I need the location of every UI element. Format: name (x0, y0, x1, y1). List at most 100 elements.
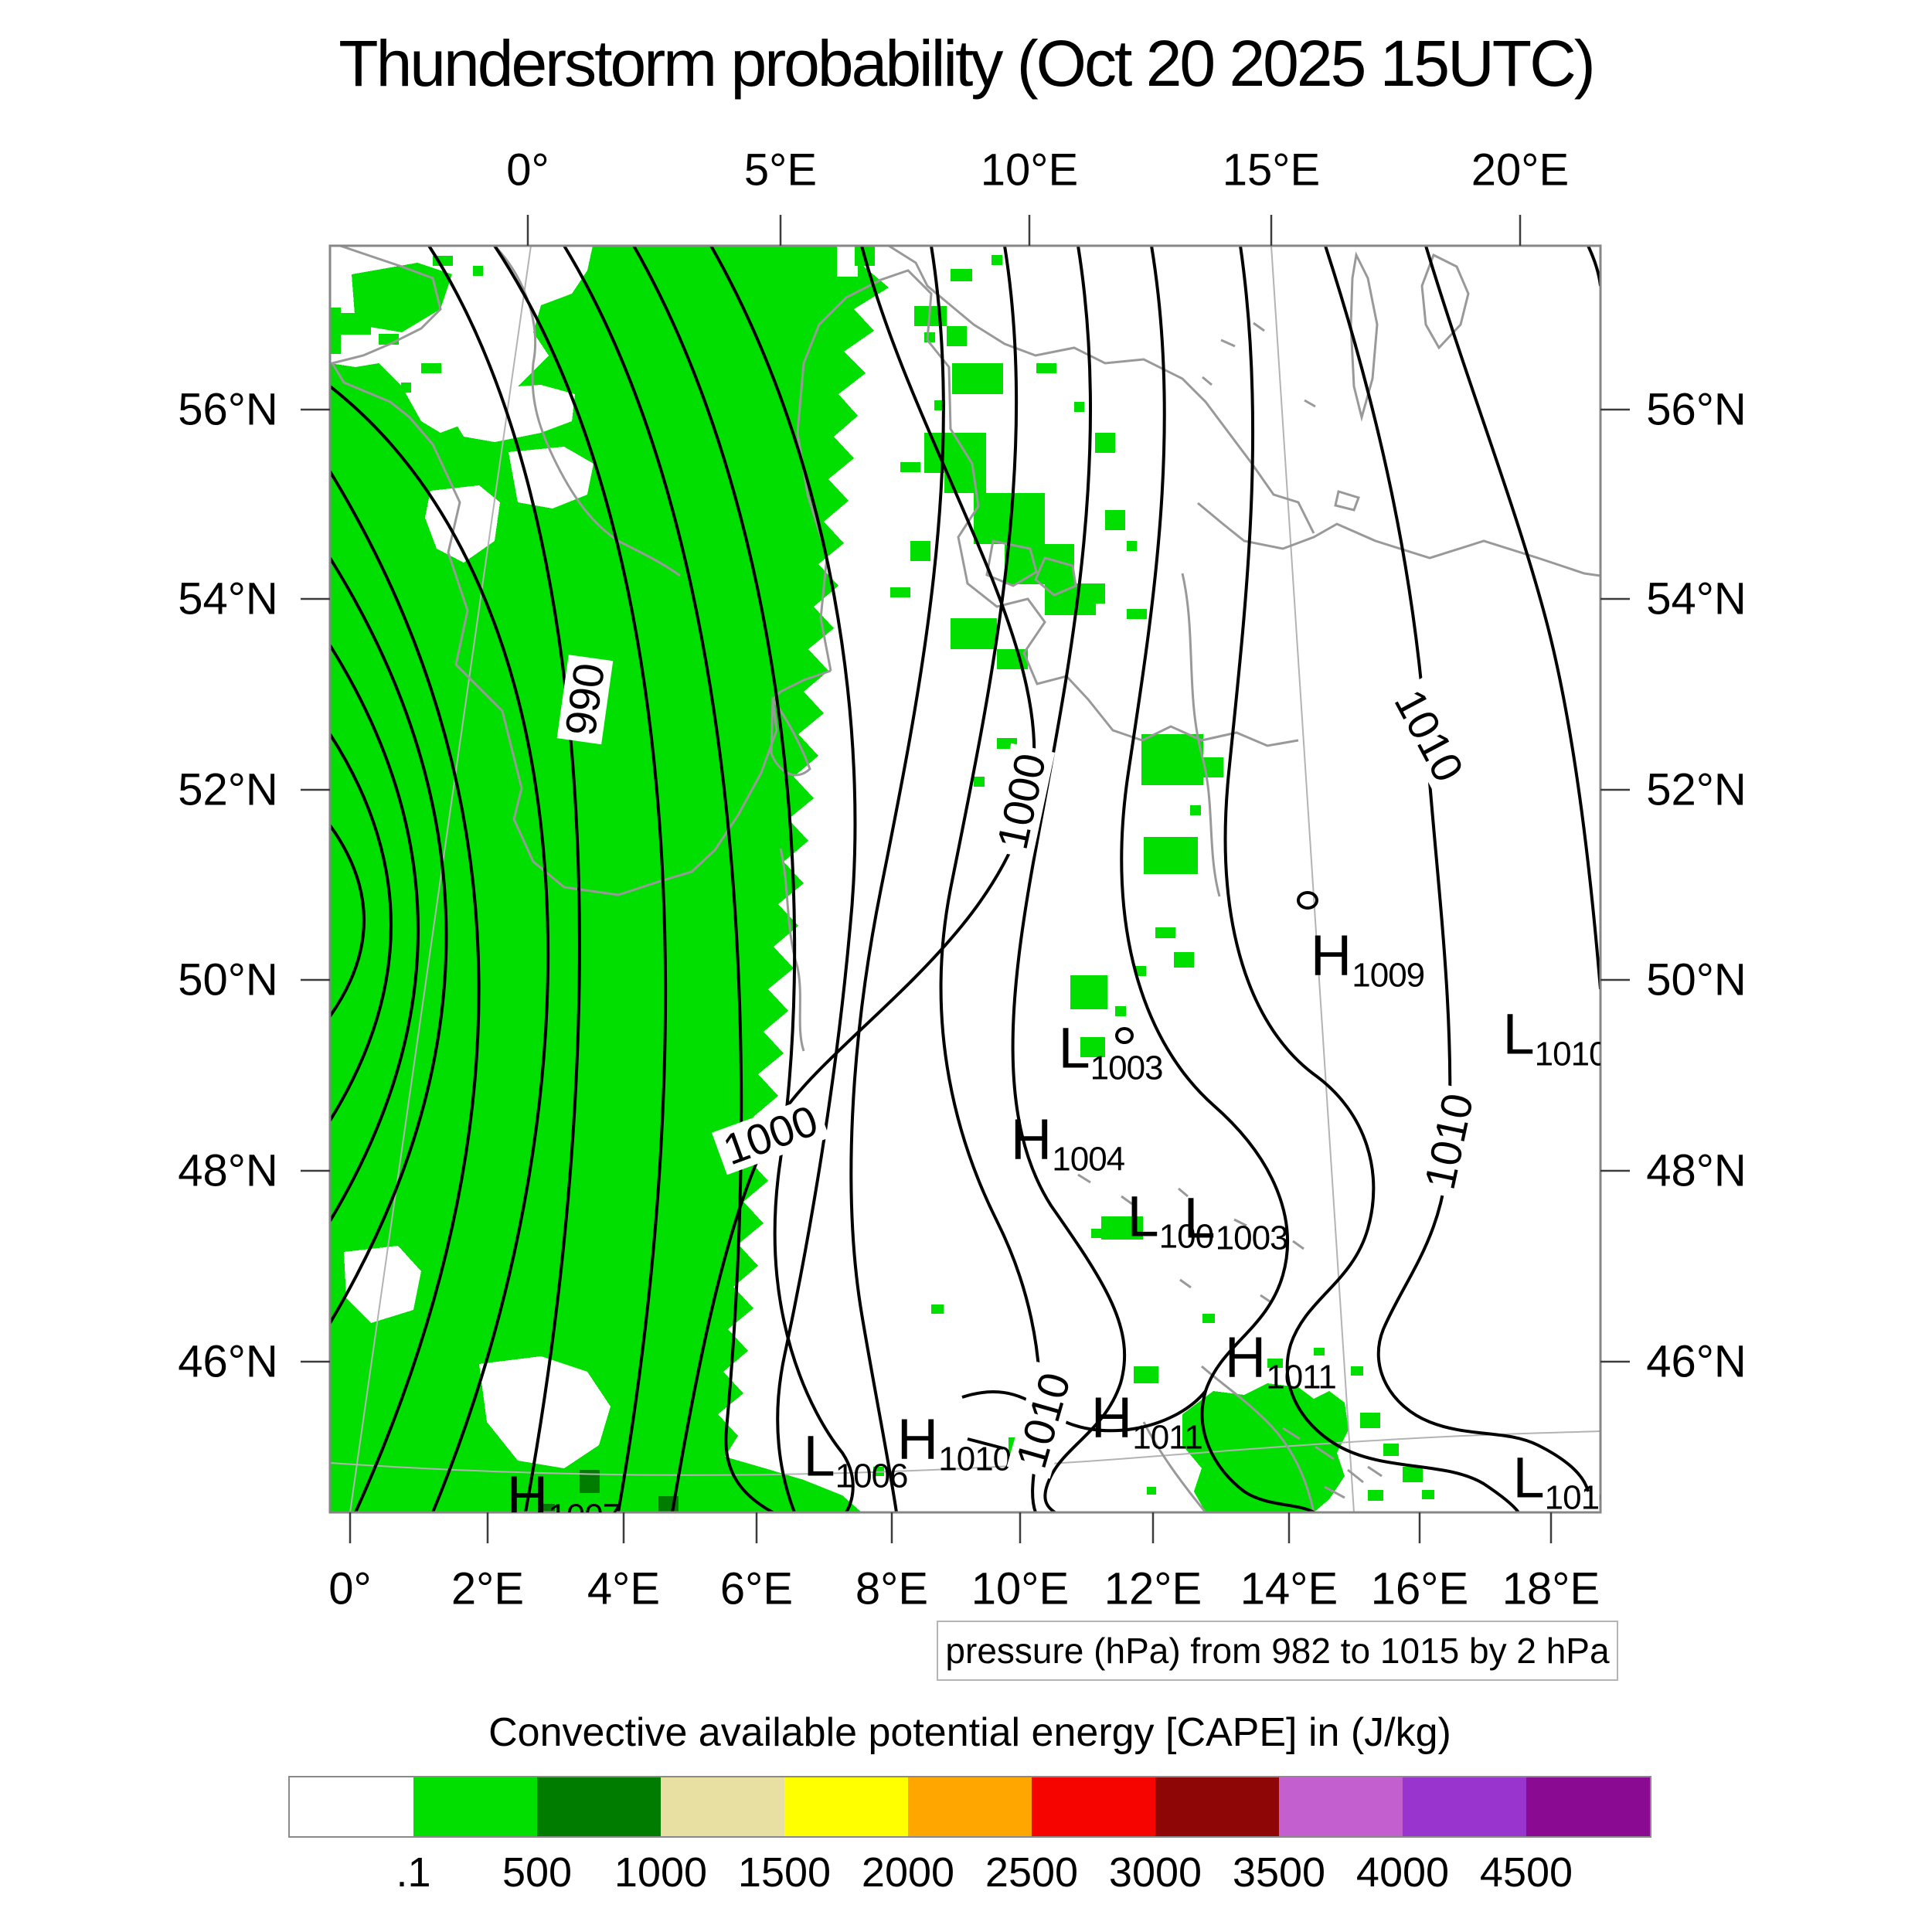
pressure-center-l: L100 (1128, 1188, 1215, 1253)
colorbar-cell (290, 1777, 413, 1836)
pressure-center-h: H1010 (897, 1410, 1012, 1476)
colorbar-cell (1155, 1777, 1279, 1836)
pressure-center-letter: L (1127, 1184, 1159, 1249)
pressure-center-value: 1003 (1215, 1219, 1289, 1257)
pressure-center-value: 1009 (1352, 956, 1425, 995)
pressure-center-h: H1007 (507, 1468, 621, 1512)
pressure-center-letter: L (1502, 1002, 1535, 1066)
axis-label-bottom: 4°E (587, 1563, 661, 1614)
colorbar-cell (1403, 1777, 1526, 1836)
colorbar-tick-label: 1000 (614, 1849, 708, 1896)
pressure-center-letter: L (1183, 1185, 1216, 1250)
map-label-layer: H1009 L1010 L1003 H1004 L100 L1003 H1011 H1011 H… (330, 246, 1600, 1512)
colorbar-cell (413, 1777, 537, 1836)
axis-ticks (301, 215, 1630, 1543)
colorbar-tick-label: 1500 (737, 1849, 832, 1896)
colorbar-tick-label: 500 (502, 1849, 573, 1896)
axis-label-bottom: 14°E (1240, 1563, 1338, 1614)
pressure-center-h: H1009 (1311, 927, 1425, 992)
pressure-center-value: 1006 (835, 1457, 909, 1495)
pressure-center-value: 1010 (938, 1440, 1012, 1478)
pressure-center-l: L1010 (1502, 1002, 1600, 1071)
colorbar-cell (537, 1777, 661, 1836)
pressure-center-value: 1003 (1090, 1049, 1164, 1087)
axis-label-bottom: 18°E (1502, 1563, 1600, 1614)
colorbar-tick-label: .1 (396, 1849, 431, 1896)
pressure-center-letter: H (1224, 1325, 1267, 1389)
colorbar-cell (1526, 1777, 1650, 1836)
axis-label-right: 46°N (1646, 1336, 1747, 1387)
colorbar-tick-label: 4000 (1355, 1849, 1450, 1896)
colorbar-cell (661, 1777, 784, 1836)
axis-label-bottom: 6°E (719, 1563, 794, 1614)
pressure-center-l: L1010 (1512, 1449, 1600, 1512)
contour-label: 1010 (1415, 1083, 1482, 1199)
pressure-center-value: 1004 (1052, 1140, 1125, 1179)
pressure-center-letter: H (1310, 923, 1352, 988)
cape-colorbar (288, 1776, 1651, 1838)
axis-label-right: 52°N (1646, 764, 1747, 815)
colorbar-tick-labels: .1 500 1000 1500 2000 2500 3000 3500 4000 4500 (290, 1849, 1650, 1896)
pressure-center-value: 1007 (548, 1497, 621, 1512)
axis-label-left: 48°N (178, 1145, 278, 1196)
colorbar-tick-label: 2000 (861, 1849, 955, 1896)
pressure-legend-note: pressure (hPa) from 982 to 1015 by 2 hPa (937, 1621, 1618, 1681)
pressure-center-h: H1004 (1011, 1111, 1125, 1176)
colorbar-tick-label: 4500 (1479, 1849, 1573, 1896)
pressure-center-h: H1011 (1224, 1325, 1337, 1394)
axis-label-left: 56°N (178, 384, 278, 435)
page-title: Thunderstorm probability (Oct 20 2025 15… (338, 27, 1595, 100)
pressure-center-letter: L (1512, 1445, 1545, 1510)
axis-label-left: 46°N (178, 1336, 278, 1387)
pressure-center-letter: L (803, 1423, 835, 1488)
axis-label-right: 50°N (1646, 954, 1747, 1005)
contour-label: 1010 (1383, 677, 1475, 794)
colorbar-cell (908, 1777, 1032, 1836)
axis-label-bottom: 16°E (1370, 1563, 1469, 1614)
contour-label: 990 (556, 654, 614, 745)
colorbar-cell (784, 1777, 908, 1836)
pressure-center-letter: H (896, 1406, 939, 1471)
axis-label-bottom: 0° (328, 1563, 372, 1614)
pressure-center-value: 1011 (1132, 1418, 1203, 1457)
contour-label: 1000 (988, 743, 1055, 859)
pressure-contours (330, 246, 1600, 1512)
pressure-center-l: L1003 (1058, 1019, 1163, 1085)
axis-label-left: 54°N (178, 573, 278, 624)
contour-label: 1000 (712, 1096, 829, 1175)
axis-label-top: 0° (506, 145, 549, 196)
axis-label-top: 5°E (743, 145, 818, 196)
axis-label-right: 56°N (1646, 384, 1747, 435)
axis-label-bottom: 8°E (855, 1563, 929, 1614)
colorbar-title: Convective available potential energy [C… (488, 1710, 1451, 1755)
pressure-center-value: 1011 (1266, 1358, 1337, 1396)
axis-label-bottom: 2°E (451, 1563, 525, 1614)
pressure-center-letter: H (1090, 1385, 1133, 1450)
coastlines (330, 246, 1600, 1512)
colorbar-cell (1032, 1777, 1155, 1836)
axis-label-right: 54°N (1646, 573, 1747, 624)
pressure-center-value: 1010 (1544, 1478, 1600, 1512)
axis-label-bottom: 10°E (971, 1563, 1070, 1614)
pressure-center-l: L1006 (803, 1427, 908, 1493)
pressure-center-l: L1003 (1183, 1189, 1288, 1255)
colorbar-cell (1279, 1777, 1403, 1836)
axis-label-left: 50°N (178, 954, 278, 1005)
axis-label-right: 48°N (1646, 1145, 1747, 1196)
axis-label-left: 52°N (178, 764, 278, 815)
pressure-center-value: 1010 (1534, 1035, 1600, 1073)
colorbar-tick-label: 3500 (1232, 1849, 1326, 1896)
colorbar-tick-label: 2500 (985, 1849, 1079, 1896)
pressure-center-letter: H (1010, 1107, 1053, 1172)
axis-label-top: 10°E (980, 145, 1079, 196)
axis-label-top: 20°E (1471, 145, 1570, 196)
pressure-center-letter: L (1058, 1015, 1090, 1080)
pressure-center-h: H1011 (1091, 1389, 1203, 1454)
pressure-center-letter: H (506, 1464, 549, 1512)
pressure-center-value: 100 (1158, 1217, 1214, 1256)
colorbar-tick-label: 3000 (1108, 1849, 1202, 1896)
axis-label-top: 15°E (1222, 145, 1321, 196)
map-frame (328, 244, 1602, 1514)
